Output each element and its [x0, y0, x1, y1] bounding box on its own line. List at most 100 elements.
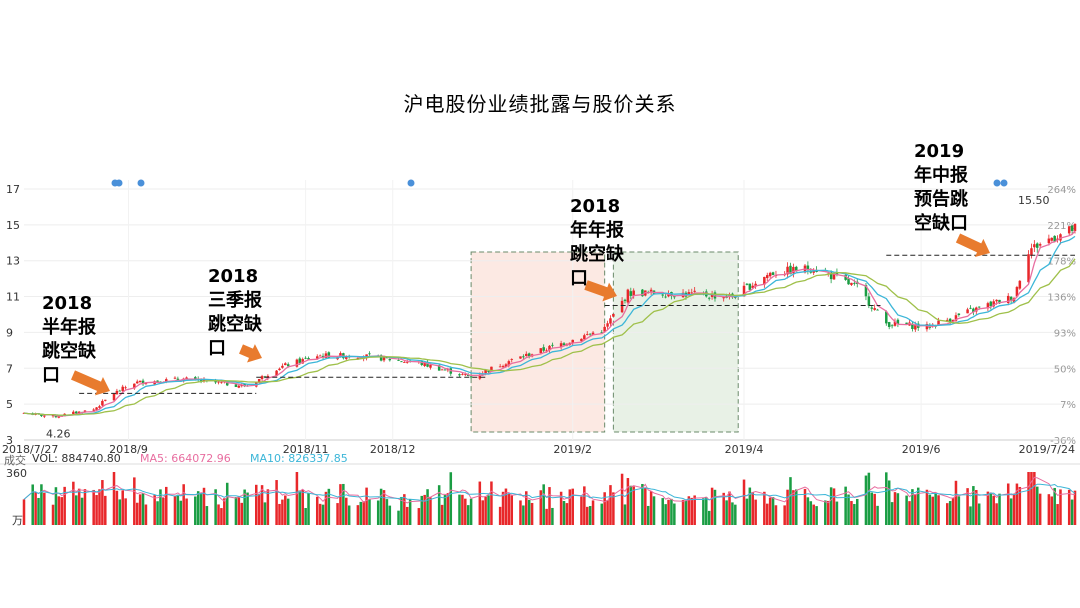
volume-bar [165, 486, 168, 525]
volume-bar [623, 504, 627, 525]
volume-bar [969, 506, 972, 525]
candle-body [420, 361, 424, 365]
volume-bar [286, 498, 290, 525]
volume-bar [565, 503, 569, 525]
candle-body [43, 415, 46, 417]
candle-body [1067, 226, 1071, 234]
volume-bar [295, 472, 299, 525]
annotation-line: 三季报 [208, 290, 262, 311]
volume-bar [612, 492, 615, 525]
candle-body [185, 377, 188, 379]
x-tick-label: 2018/9 [109, 443, 148, 456]
candle-body [562, 343, 566, 346]
candle-body [1035, 243, 1039, 248]
volume-bar [673, 503, 676, 525]
volume-bar [812, 504, 815, 525]
volume-bar [220, 508, 223, 525]
arrow-shape [584, 280, 618, 302]
volume-axis-unit: 万 [12, 514, 23, 527]
volume-bar [43, 492, 46, 525]
volume-bar [266, 489, 270, 525]
volume-bar [481, 500, 484, 525]
right-tick-label: 93% [1054, 328, 1076, 339]
candle-body [1027, 254, 1030, 283]
volume-bar [185, 498, 188, 525]
candle-body [405, 361, 409, 363]
volume-bar [1035, 486, 1039, 525]
volume-bar [345, 497, 348, 525]
volume-ma10: MA10: 826337.85 [250, 452, 348, 465]
volume-bar [795, 489, 798, 525]
volume-bar [928, 494, 932, 525]
volume-bar [887, 480, 891, 525]
volume-bar [649, 491, 653, 525]
candle-body [1038, 244, 1042, 246]
volume-bar [403, 494, 406, 525]
annotation-line: 口 [42, 365, 60, 386]
volume-bar [763, 491, 766, 525]
y-tick-label: 5 [6, 398, 13, 411]
volume-bar [890, 502, 894, 525]
volume-bar [998, 493, 1001, 525]
y-tick-label: 17 [6, 183, 20, 196]
candle-body [385, 357, 389, 359]
candle-body [403, 362, 406, 363]
annotation-line: 口 [208, 338, 226, 359]
candle-body [748, 283, 752, 290]
volume-bar [388, 505, 392, 525]
candle-body [286, 364, 290, 367]
candle-body [583, 335, 586, 340]
volume-bar [173, 495, 177, 525]
x-tick-label: 2019/4 [725, 443, 764, 456]
candle-body [379, 355, 383, 361]
volume-bar [893, 492, 897, 525]
candle-body [525, 353, 528, 357]
candle-body [763, 276, 766, 285]
candle-body [548, 345, 551, 351]
candle-body [1012, 298, 1016, 303]
candle-body [315, 356, 319, 359]
volume-label: 成交 [4, 454, 26, 467]
candle-body [284, 363, 287, 366]
candle-body [1030, 248, 1033, 256]
candle-body [165, 379, 168, 383]
candle-body [156, 380, 159, 382]
right-tick-label: -36% [1050, 436, 1076, 447]
volume-bar [135, 502, 139, 525]
arrow-shape [71, 370, 111, 396]
volume-bar [1015, 483, 1019, 525]
volume-bar [356, 505, 360, 525]
volume-bar [121, 490, 124, 525]
volume-bar [835, 501, 839, 525]
x-tick-label: 2019/2 [553, 443, 592, 456]
candle-body [829, 272, 833, 280]
candle-body [400, 361, 403, 363]
volume-bar [931, 496, 934, 525]
candle-body [57, 416, 61, 418]
ma10-line [23, 235, 1076, 416]
price-label-low: 4.26 [46, 427, 71, 440]
candle-body [484, 369, 487, 374]
candle-body [873, 308, 876, 310]
candle-body [710, 293, 714, 297]
volume-bar [80, 497, 84, 525]
volume-bar [731, 502, 734, 525]
volume-value: VOL: 884740.80 [32, 452, 121, 465]
candle-body [870, 307, 874, 309]
volume-bar [417, 508, 421, 525]
volume-bar [885, 472, 888, 525]
volume-bar [1073, 490, 1077, 525]
volume-bar [240, 502, 244, 525]
volume-bar [115, 490, 119, 525]
volume-ma5: MA5: 664072.96 [140, 452, 231, 465]
volume-bar [1059, 489, 1062, 525]
volume-bar [278, 503, 281, 525]
candle-body [620, 300, 624, 313]
volume-bar [1027, 472, 1030, 525]
volume-bar [945, 503, 949, 525]
annotation-line: 2018 [42, 293, 93, 314]
volume-bar [397, 510, 400, 525]
volume-bar [792, 490, 795, 525]
candle-body [478, 374, 482, 379]
volume-bar [1006, 483, 1010, 525]
